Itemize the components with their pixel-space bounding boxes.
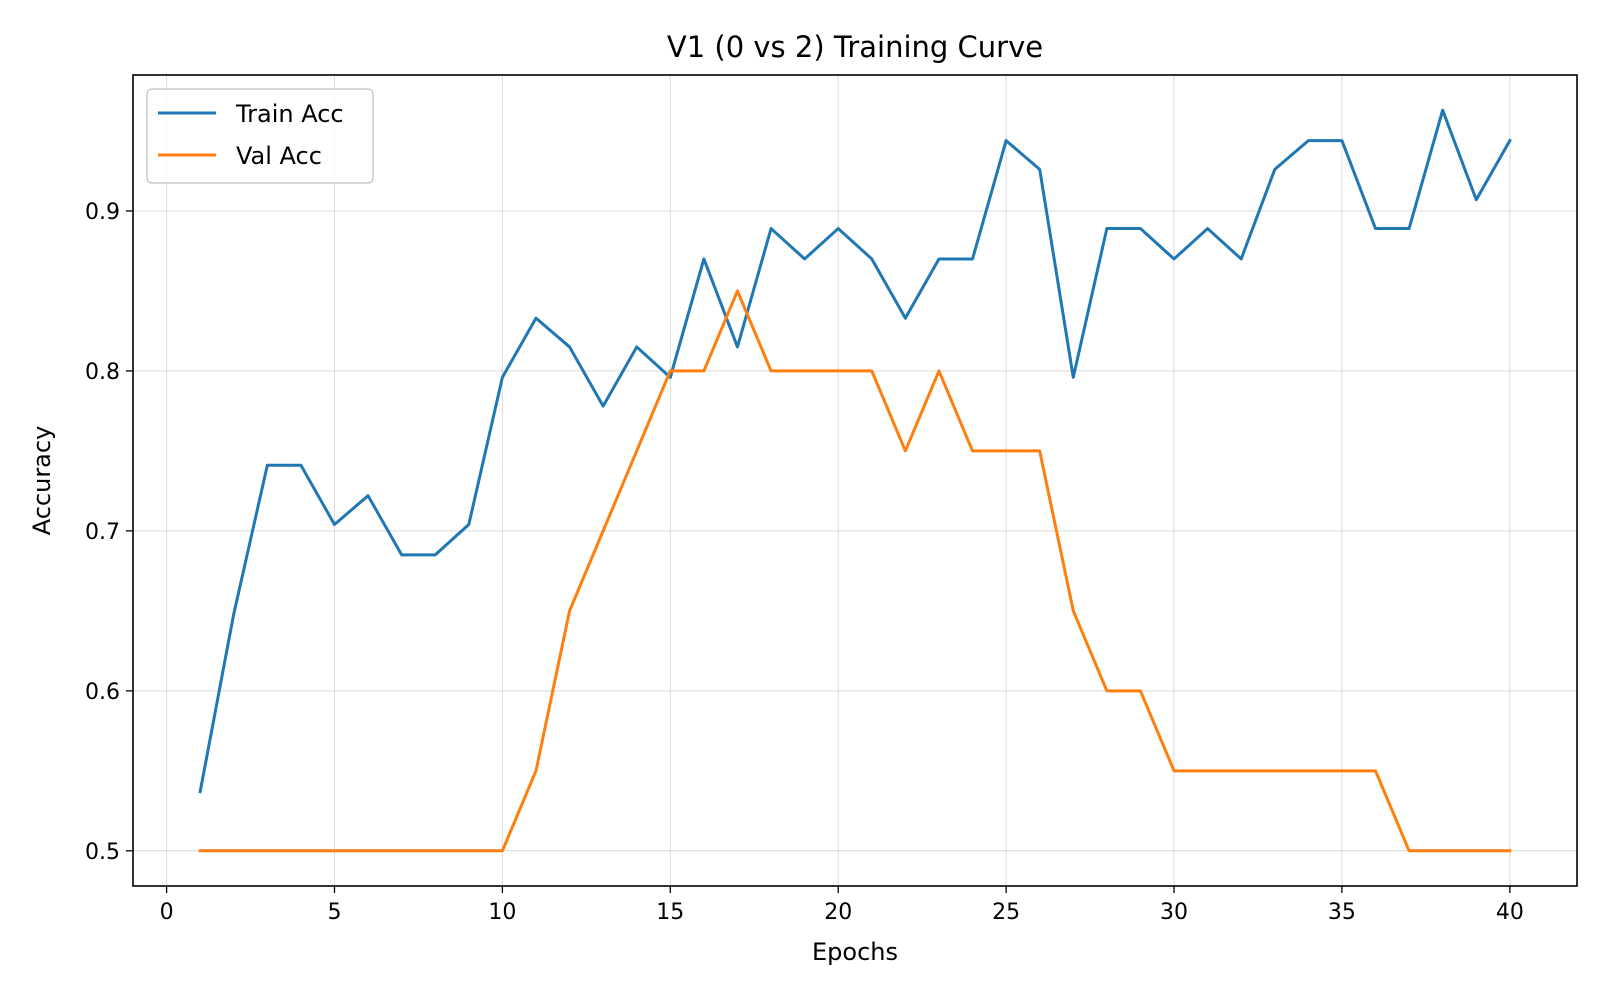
x-tick-label: 0	[160, 900, 174, 925]
x-tick-label: 10	[488, 900, 516, 925]
plot-frame	[132, 74, 1578, 887]
x-tick-label: 5	[327, 900, 341, 925]
series-line-1	[198, 108, 1512, 794]
y-tick-label: 0.5	[85, 840, 120, 865]
y-tick-label: 0.8	[85, 360, 120, 385]
x-tick-label: 30	[1160, 900, 1188, 925]
x-tick-label: 35	[1328, 900, 1356, 925]
x-tick-label: 15	[656, 900, 684, 925]
series-lines	[198, 108, 1512, 853]
x-axis-label: Epochs	[812, 938, 898, 966]
x-tick-label: 20	[824, 900, 852, 925]
y-axis-label: Accuracy	[28, 426, 56, 536]
x-tick-label: 25	[992, 900, 1020, 925]
legend-label-1: Train Acc	[235, 100, 344, 128]
legend-label-2: Val Acc	[236, 142, 322, 170]
series-line-2	[198, 289, 1512, 853]
legend: Train Acc Val Acc	[146, 88, 374, 184]
grid-lines	[133, 75, 1577, 886]
y-tick-label: 0.9	[85, 200, 120, 225]
axis-ticks: 0 5 10 15 20 25 30 35 40 0.5 0.6 0.7 0.8 0.9	[85, 200, 1524, 925]
x-tick-label: 40	[1496, 900, 1524, 925]
chart-title: V1 (0 vs 2) Training Curve	[667, 30, 1043, 64]
y-tick-label: 0.7	[85, 520, 120, 545]
y-tick-label: 0.6	[85, 680, 120, 705]
